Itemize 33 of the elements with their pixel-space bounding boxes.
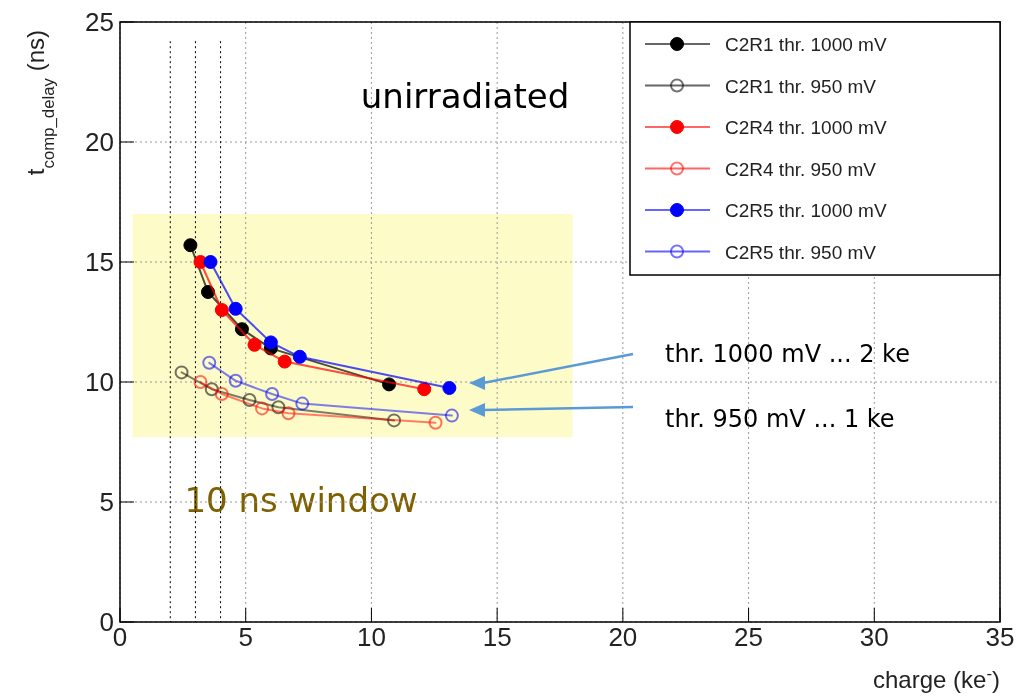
- annotation: unirradiated: [360, 76, 570, 116]
- point: [417, 382, 432, 397]
- point: [203, 255, 218, 269]
- point: [247, 337, 262, 352]
- x-tick-label: 5: [238, 622, 253, 652]
- x-tick-label: 30: [859, 622, 889, 652]
- point: [214, 303, 229, 317]
- x-tick-label: 10: [356, 622, 386, 652]
- annotation: thr. 1000 mV ... 2 ke: [665, 340, 910, 368]
- legend-label: C2R1 thr. 1000 mV: [725, 34, 887, 55]
- x-tick-label: 15: [482, 622, 512, 652]
- point: [292, 349, 307, 364]
- legend-label: C2R4 thr. 1000 mV: [725, 117, 887, 138]
- point: [183, 238, 198, 253]
- annotation: thr. 950 mV ... 1 ke: [665, 405, 895, 433]
- point: [228, 301, 243, 316]
- x-axis-title: charge (ke$^{-}$): [873, 663, 1000, 693]
- x-tick-label: 25: [734, 622, 764, 652]
- y-tick-label: 10: [85, 367, 114, 397]
- legend-label: C2R5 thr. 1000 mV: [725, 200, 887, 221]
- y-tick-label: 15: [85, 247, 114, 277]
- point: [442, 381, 457, 395]
- y-tick-label: 20: [85, 127, 114, 157]
- x-tick-label: 20: [608, 622, 638, 652]
- x-tick-label: 35: [985, 622, 1015, 652]
- point: [277, 354, 292, 369]
- legend-label: C2R1 thr. 950 mV: [725, 75, 877, 97]
- legend-label: C2R5 thr. 950 mV: [725, 241, 877, 263]
- point: [263, 335, 278, 350]
- legend-label: C2R4 thr. 950 mV: [725, 158, 877, 180]
- y-tick-label: 25: [85, 7, 114, 37]
- band-label: 10 ns window: [184, 479, 418, 520]
- y-tick-label: 5: [99, 487, 114, 517]
